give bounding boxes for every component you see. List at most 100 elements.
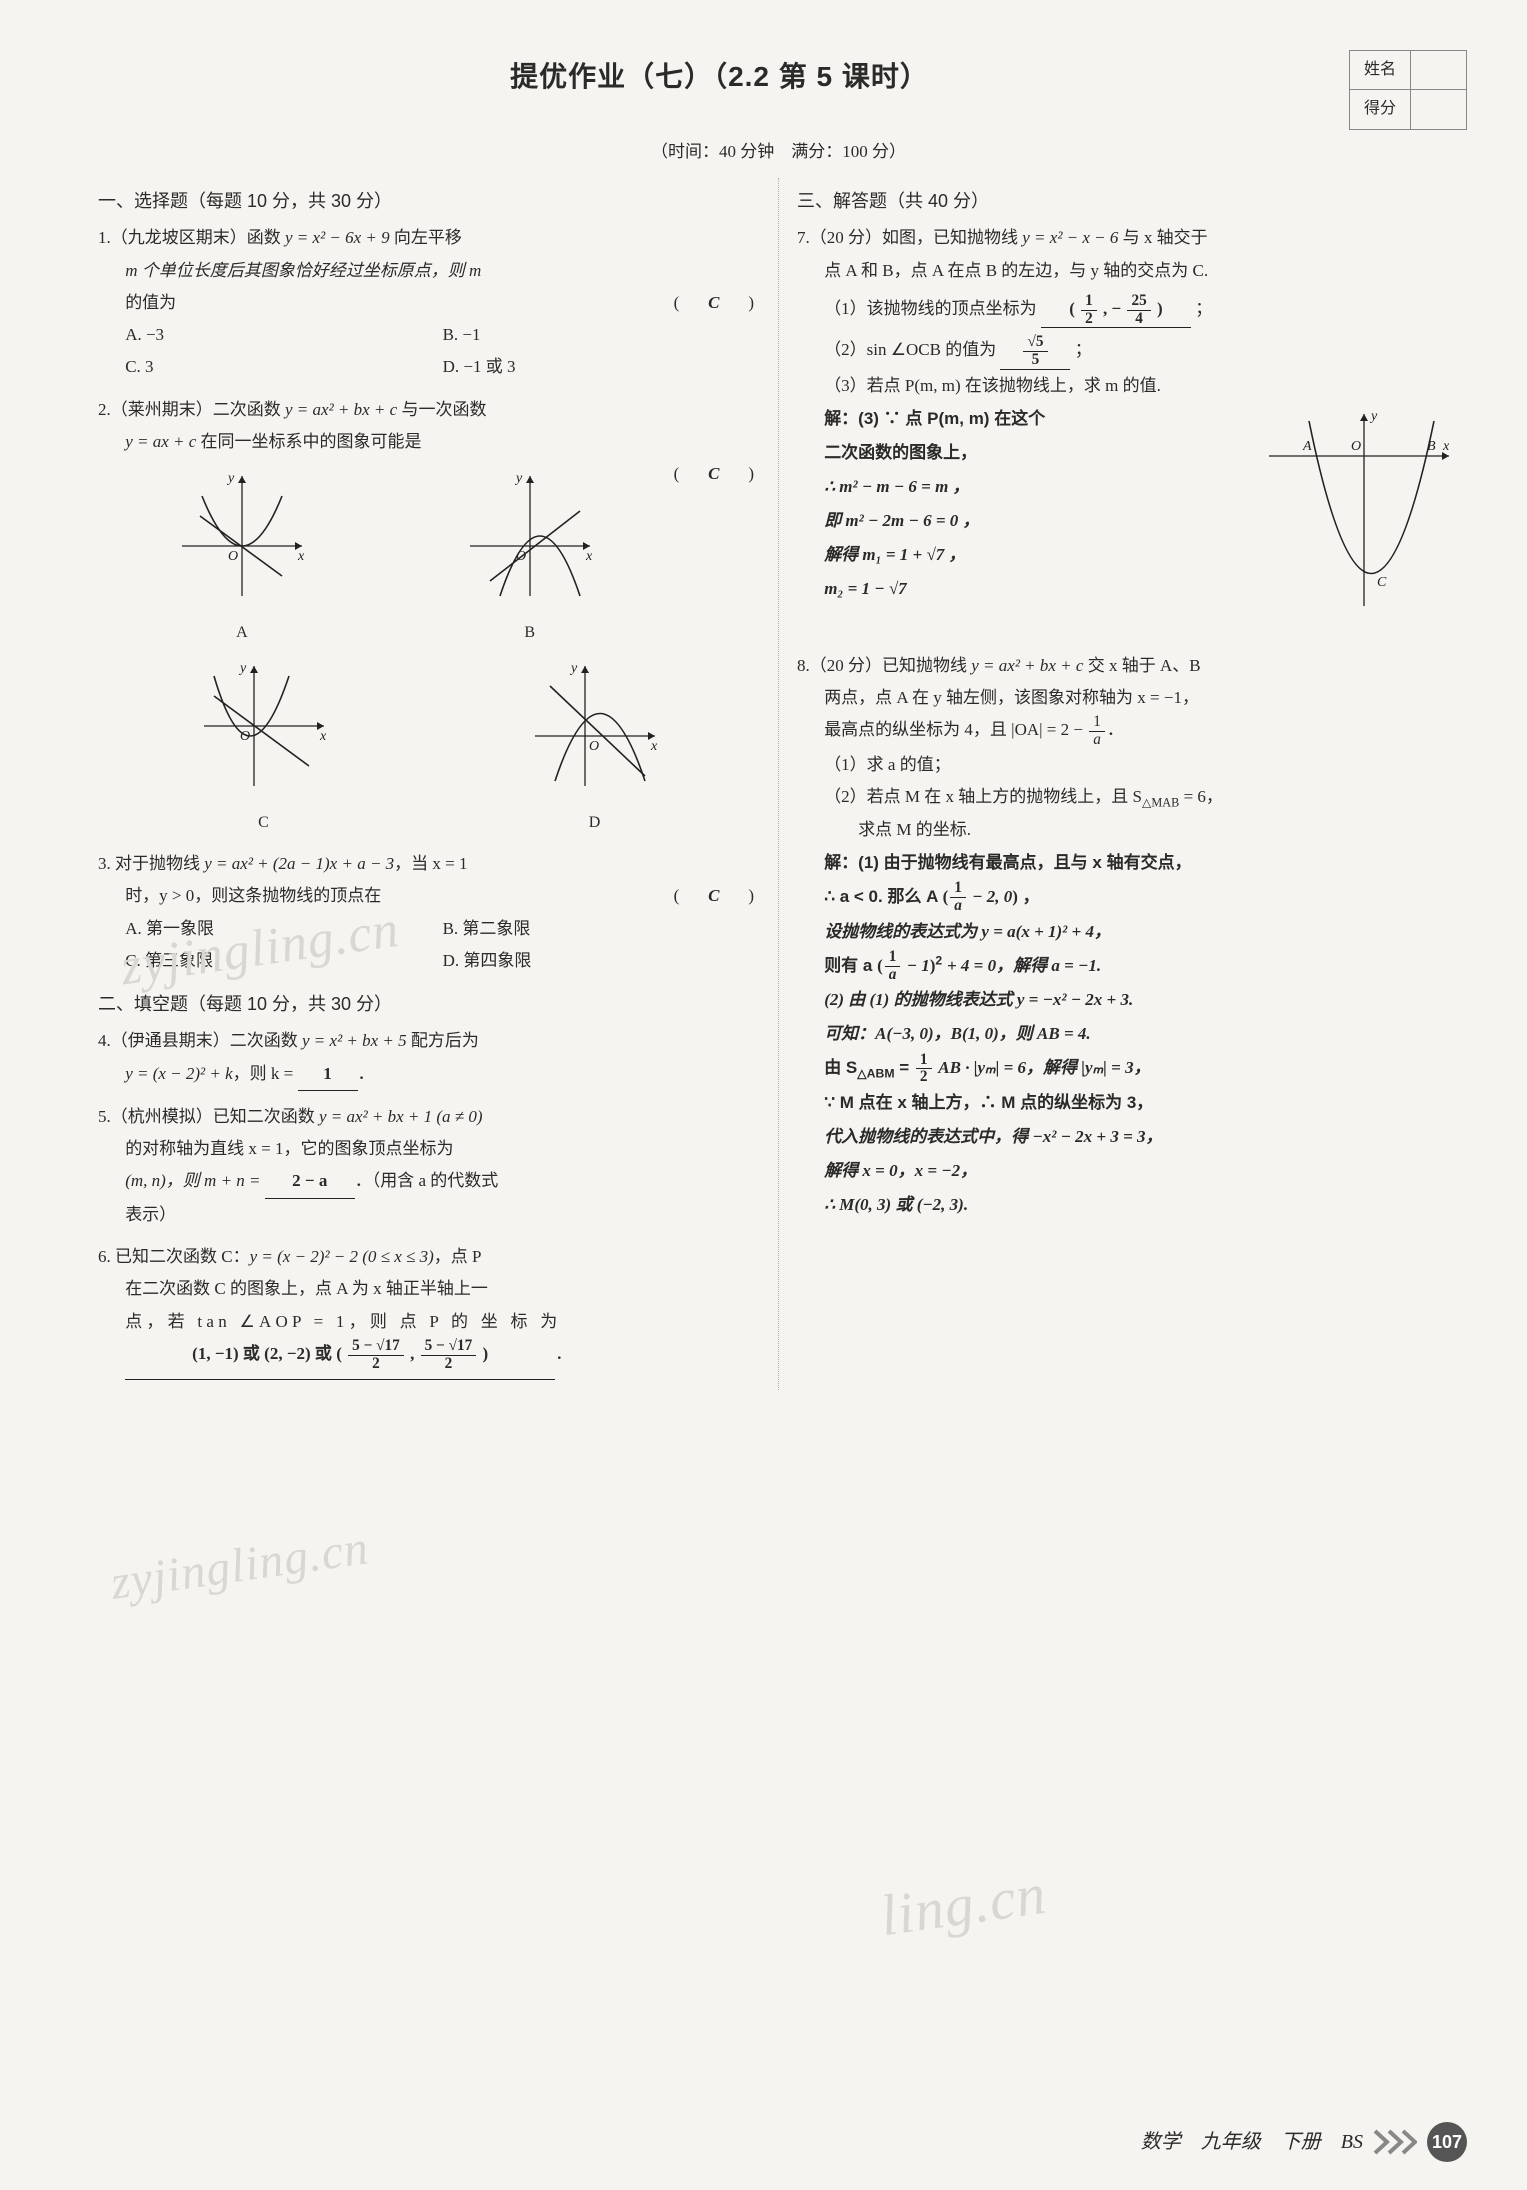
- q5-l2: 的对称轴为直线 x = 1，它的图象顶点坐标为: [125, 1139, 453, 1158]
- time-score-info: （时间：40 分钟 满分：100 分）: [90, 136, 1467, 168]
- q8-h1: 8.（20 分）已知抛物线: [797, 656, 971, 675]
- header-row: 提优作业（七）（2.2 第 5 课时） 姓名 得分: [90, 50, 1467, 130]
- q5-t1: 5.（杭州模拟）已知二次函数: [98, 1107, 319, 1126]
- section-3-head: 三、解答题（共 40 分）: [797, 184, 1459, 218]
- q8-s8: ∵ M 点在 x 轴上方，∴ M 点的纵坐标为 3，: [824, 1086, 1459, 1120]
- question-3: 3. 对于抛物线 y = ax² + (2a − 1)x + a − 3，当 x…: [98, 848, 760, 977]
- q3-t2: ，当 x = 1: [394, 854, 467, 873]
- q8-s2b: ，: [1023, 887, 1040, 906]
- q8-s7-sub: △ABM: [857, 1067, 894, 1081]
- q7-p1-blank: ( 12 , − 254 ): [1041, 293, 1191, 329]
- name-blank[interactable]: [1411, 51, 1467, 90]
- svg-text:C: C: [1377, 575, 1387, 590]
- q3-answer: C: [708, 886, 725, 905]
- q5-l4: 表示）: [125, 1205, 176, 1224]
- q7-p2-blank: √55: [1000, 334, 1070, 370]
- q1-expr: y = x² − 6x + 9: [285, 228, 390, 247]
- score-blank[interactable]: [1411, 90, 1467, 129]
- question-1: 1.（九龙坡区期末）函数 y = x² − 6x + 9 向左平移 m 个单位长…: [98, 222, 760, 383]
- q6-e1: y = (x − 2)² − 2 (0 ≤ x ≤ 3): [250, 1247, 434, 1266]
- svg-text:O: O: [589, 739, 599, 754]
- svg-text:y: y: [1369, 409, 1378, 424]
- q1-answer: C: [708, 293, 725, 312]
- q8-s4b: + 4 = 0，解得 a = −1.: [947, 956, 1101, 975]
- svg-text:y: y: [514, 471, 523, 486]
- q3-optB: B. 第二象限: [443, 913, 760, 945]
- page-title: 提优作业（七）（2.2 第 5 课时）: [90, 50, 1349, 103]
- q2-expr: y = ax² + bx + c: [285, 400, 397, 419]
- svg-text:O: O: [228, 549, 238, 564]
- q4-t1: 4.（伊通县期末）二次函数: [98, 1031, 302, 1050]
- q7-h1: 7.（20 分）如图，已知抛物线: [797, 228, 1022, 247]
- q8-p2a: （2）若点 M 在 x 轴上方的抛物线上，且 S: [824, 787, 1142, 806]
- q7-p2-tail: ；: [1075, 341, 1092, 360]
- q3-t1: 3. 对于抛物线: [98, 854, 204, 873]
- question-5: 5.（杭州模拟）已知二次函数 y = ax² + bx + 1 (a ≠ 0) …: [98, 1101, 760, 1231]
- q2-expr2: y = ax + c: [125, 432, 196, 451]
- q3-optD: D. 第四象限: [443, 945, 760, 977]
- q5-e1: y = ax² + bx + 1 (a ≠ 0): [319, 1107, 483, 1126]
- q6-t1: 6. 已知二次函数 C：: [98, 1247, 250, 1266]
- q2-text2: 与一次函数: [397, 400, 486, 419]
- q7-figure: x y O A B C: [1259, 406, 1459, 627]
- q4-tail: ．: [358, 1064, 375, 1083]
- q4-e2: y = (x − 2)² + k: [125, 1064, 232, 1083]
- question-8: 8.（20 分）已知抛物线 y = ax² + bx + c 交 x 轴于 A、…: [797, 650, 1459, 1223]
- q8-s6: 可知：A(−3, 0)，B(1, 0)，则 AB = 4.: [824, 1017, 1459, 1051]
- q2-text: 2.（莱州期末）二次函数: [98, 400, 285, 419]
- q8-p2b: 求点 M 的坐标.: [797, 814, 1459, 846]
- q7-p2-pre: （2）sin ∠OCB 的值为: [824, 341, 996, 360]
- q8-p2a-post: = 6，: [1179, 787, 1223, 806]
- q8-h2: 交 x 轴于 A、B: [1083, 656, 1200, 675]
- q1-line2: m 个单位长度后其图象恰好经过坐标原点，则 m: [125, 261, 481, 280]
- q6-blank: (1, −1) 或 (2, −2) 或 ( 5 − √172 , 5 − √17…: [125, 1338, 555, 1380]
- q2-graphs-row2: x y O C x y O D: [98, 656, 760, 838]
- q2-graph-C: x y O: [194, 656, 334, 796]
- q1-line3: 的值为: [125, 293, 176, 312]
- q1-optB: B. −1: [443, 319, 760, 351]
- footer-subject: 数学 九年级 下册 BS: [1141, 2123, 1363, 2161]
- svg-text:x: x: [585, 549, 593, 564]
- question-4: 4.（伊通县期末）二次函数 y = x² + bx + 5 配方后为 y = (…: [98, 1025, 760, 1091]
- q3-optA: A. 第一象限: [125, 913, 442, 945]
- svg-text:x: x: [1442, 439, 1450, 454]
- q6-t2: ，点 P: [434, 1247, 482, 1266]
- left-column: 一、选择题（每题 10 分，共 30 分） 1.（九龙坡区期末）函数 y = x…: [90, 178, 779, 1390]
- q2-labD: D: [525, 808, 665, 838]
- svg-text:x: x: [319, 729, 327, 744]
- q8-p2a-sub: △MAB: [1142, 796, 1179, 810]
- q8-h3: 两点，点 A 在 y 轴左侧，该图象对称轴为 x = −1，: [797, 682, 1459, 714]
- q1-text2: 向左平移: [390, 228, 462, 247]
- q8-h4a: 最高点的纵坐标为 4，且 |OA| = 2 −: [824, 721, 1087, 740]
- q2-line2: 在同一坐标系中的图象可能是: [196, 432, 421, 451]
- q8-s1: 解：(1) 由于抛物线有最高点，且与 x 轴有交点，: [824, 846, 1459, 880]
- q5-blank: 2 − a: [265, 1165, 355, 1198]
- q8-s3: 设抛物线的表达式为 y = a(x + 1)² + 4，: [824, 915, 1459, 949]
- q6-l2: 在二次函数 C 的图象上，点 A 为 x 轴正半轴上一: [98, 1273, 760, 1305]
- svg-text:A: A: [1302, 439, 1312, 454]
- q8-h4b: ．: [1107, 721, 1124, 740]
- q1-optA: A. −3: [125, 319, 442, 351]
- q8-s7m: =: [895, 1058, 914, 1077]
- page-number: 107: [1427, 2122, 1467, 2162]
- q4-t2: 配方后为: [407, 1031, 479, 1050]
- question-2: 2.（莱州期末）二次函数 y = ax² + bx + c 与一次函数 y = …: [98, 394, 760, 838]
- q8-solution: 解：(1) 由于抛物线有最高点，且与 x 轴有交点， ∴ a < 0. 那么 A…: [797, 846, 1459, 1222]
- q8-s9: 代入抛物线的表达式中，得 −x² − 2x + 3 = 3，: [824, 1120, 1459, 1154]
- page-footer: 数学 九年级 下册 BS 107: [1141, 2122, 1467, 2162]
- q7-p3: （3）若点 P(m, m) 在该抛物线上，求 m 的值.: [797, 370, 1459, 402]
- q1-opts-row2: C. 3 D. −1 或 3: [98, 351, 760, 383]
- svg-text:x: x: [650, 739, 658, 754]
- section-1-head: 一、选择题（每题 10 分，共 30 分）: [98, 184, 760, 218]
- q1-optD: D. −1 或 3: [443, 351, 760, 383]
- svg-text:y: y: [569, 661, 578, 676]
- q2-answer: C: [708, 464, 725, 483]
- q4-t3: ，则 k =: [233, 1064, 298, 1083]
- svg-text:O: O: [1351, 439, 1361, 454]
- q4-e1: y = x² + bx + 5: [302, 1031, 407, 1050]
- q6-ans-part1: (1, −1) 或 (2, −2) 或: [192, 1344, 336, 1363]
- watermark: ling.cn: [873, 1839, 1053, 1971]
- q2-graph-D: x y O: [525, 656, 665, 796]
- score-label: 得分: [1349, 90, 1410, 129]
- q8-s11: ∴ M(0, 3) 或 (−2, 3).: [824, 1188, 1459, 1222]
